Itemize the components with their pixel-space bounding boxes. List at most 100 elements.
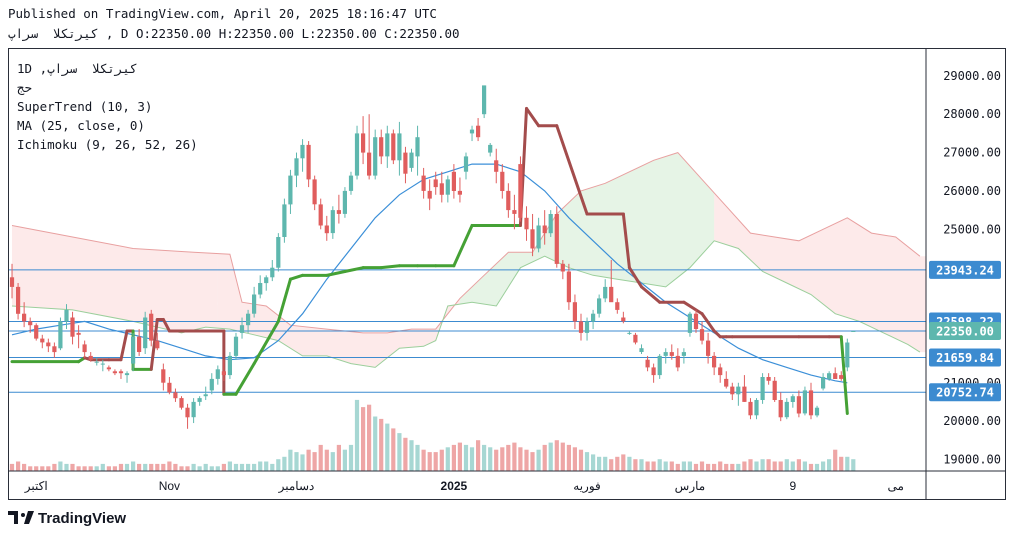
candle-body	[748, 401, 753, 416]
cloud-region-bear	[217, 253, 460, 368]
tradingview-logo[interactable]: TradingView	[8, 510, 126, 527]
tradingview-logo-text: TradingView	[38, 510, 127, 527]
candle-body	[578, 321, 584, 333]
volume-bar	[748, 459, 753, 471]
candle-body	[451, 171, 456, 191]
volume-bar	[88, 466, 93, 471]
candle-body	[34, 325, 39, 339]
candle-body	[627, 332, 632, 334]
time-tick-label: مارس	[675, 479, 706, 493]
candle-body	[185, 407, 190, 418]
volume-bar	[70, 463, 75, 471]
volume-bar	[609, 459, 614, 471]
supertrend	[10, 106, 849, 415]
volume-bar	[342, 449, 347, 471]
candle-body	[197, 398, 202, 402]
cloud-region-bear	[12, 225, 218, 333]
time-tick-label: دسامبر	[278, 479, 315, 493]
candle-body	[833, 373, 838, 379]
candle-body	[203, 394, 208, 397]
volume-bar	[603, 456, 608, 471]
supertrend-segment	[288, 273, 305, 281]
axes: 19000.0020000.0021000.0025000.0026000.00…	[9, 49, 1005, 500]
candle-body	[609, 286, 614, 303]
candle-body	[742, 386, 747, 402]
candle-body	[88, 355, 93, 360]
level-badge-label: 20752.74	[936, 386, 994, 400]
candle-body	[663, 352, 668, 356]
candle-body	[16, 286, 21, 314]
candle-body	[597, 298, 602, 314]
volume-bar	[324, 449, 329, 471]
candle-body	[137, 336, 142, 352]
candle-body	[439, 183, 444, 195]
candle-body	[530, 229, 535, 249]
candle-body	[173, 392, 178, 399]
candle-body	[548, 214, 553, 234]
candle-body	[839, 375, 844, 379]
volume-bar	[167, 461, 172, 471]
volume-bar	[518, 447, 523, 471]
volume-bar	[58, 461, 63, 471]
candle-body	[258, 283, 263, 295]
candle-body	[621, 317, 626, 322]
candle-body	[348, 175, 354, 191]
candle-body	[367, 152, 372, 176]
cloud-region-bull	[459, 152, 715, 306]
volume-bar	[270, 463, 275, 471]
volume-bar	[9, 463, 15, 471]
volume-bar	[385, 423, 390, 471]
volume-bar	[197, 466, 202, 471]
price-tick-label: 25000.00	[943, 222, 1001, 236]
volume-bar	[621, 454, 626, 471]
candle-body	[506, 190, 511, 211]
volume-bar	[730, 463, 735, 471]
volume-bar	[179, 466, 184, 471]
volume-bar	[203, 463, 208, 471]
legend-ticker: حج	[17, 80, 33, 95]
candle-body	[778, 400, 783, 418]
candle-body	[651, 367, 656, 376]
candle-body	[766, 377, 771, 381]
volume-bar	[572, 447, 577, 471]
candle-body	[131, 336, 136, 364]
volume-bar	[536, 449, 541, 471]
supertrend-segment	[525, 106, 541, 128]
volume-bar	[669, 461, 674, 471]
candle-body	[143, 317, 148, 349]
volume-bar	[252, 463, 257, 471]
candle-body	[106, 367, 111, 370]
candle-body	[82, 344, 87, 353]
volume-bar	[693, 463, 699, 471]
supertrend-segment	[252, 319, 280, 366]
candle-body	[554, 214, 559, 264]
legend-ma[interactable]: MA (25, close, 0)	[17, 118, 145, 133]
volume-bar	[591, 454, 596, 471]
volume-bar	[131, 461, 136, 471]
volume-bar	[712, 463, 717, 471]
candle-body	[681, 352, 686, 356]
legend-ichimoku[interactable]: Ichimoku (9, 26, 52, 26)	[17, 137, 198, 152]
legend-supertrend[interactable]: SuperTrend (10, 3)	[17, 99, 153, 114]
price-tick-label: 20000.00	[943, 414, 1001, 428]
volume-bar	[215, 466, 220, 471]
candle-body	[318, 204, 323, 226]
time-tick-label: 2025	[441, 479, 468, 493]
candle-body	[730, 386, 735, 395]
volume-bar	[839, 456, 844, 471]
time-tick-label: اکتبر	[24, 479, 48, 493]
candle-body	[233, 336, 239, 356]
published-caption: Published on TradingView.com, April 20, …	[8, 6, 437, 21]
candle-body	[566, 271, 571, 303]
volume-bar	[548, 442, 553, 471]
volume-bar	[143, 463, 148, 471]
volume-bar	[706, 463, 711, 471]
legend-symbol[interactable]: 1D ,کیرتکلا سراپ	[17, 61, 138, 76]
candle-body	[814, 407, 820, 416]
volume-bar	[227, 461, 232, 471]
volume-bar	[439, 449, 444, 471]
volume-bar	[288, 449, 293, 471]
candle-body	[645, 359, 650, 368]
price-tick-label: 28000.00	[943, 107, 1001, 121]
